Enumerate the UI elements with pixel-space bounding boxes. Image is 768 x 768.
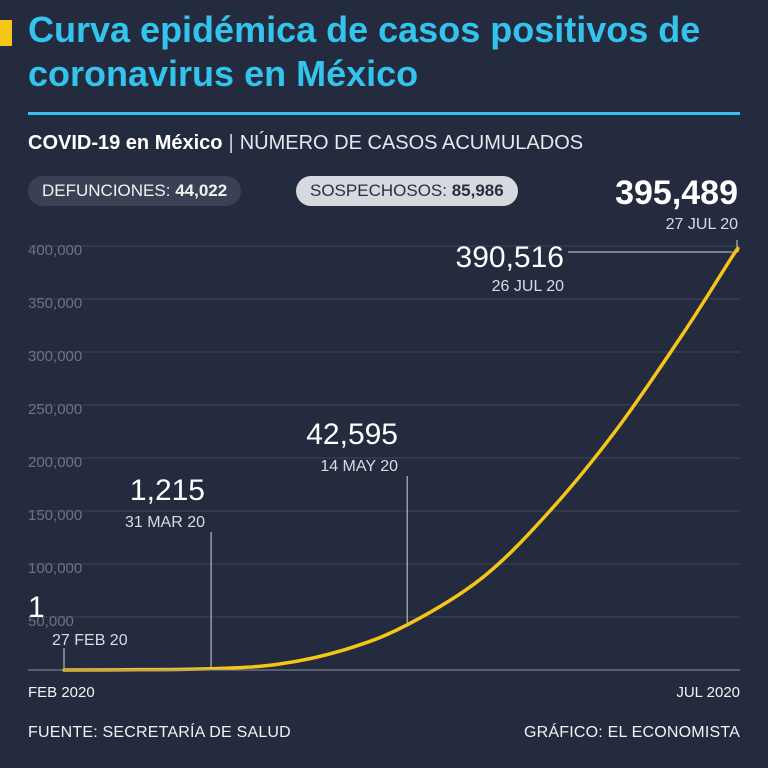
title-divider (28, 112, 740, 115)
footer-credit: GRÁFICO: EL ECONOMISTA (524, 724, 740, 741)
y-tick-layer: 50,000 100,000 150,000 200,000 250,000 300,00… (28, 242, 82, 630)
title-accent-bar (0, 20, 12, 46)
annotation-value: 1,215 (130, 474, 205, 507)
series-line-cases (62, 246, 740, 672)
y-tick-label: 250,000 (28, 401, 82, 418)
y-tick-label: 150,000 (28, 507, 82, 524)
annotation-date: 31 MAR 20 (125, 514, 205, 531)
annotation-value: 42,595 (306, 418, 398, 451)
subtitle-measure: NÚMERO DE CASOS ACUMULADOS (239, 132, 584, 154)
chart-subtitle: COVID-19 en México | NÚMERO DE CASOS ACUMU… (28, 132, 583, 155)
suspected-badge: SOSPECHOSOS: 85,986 (296, 176, 518, 206)
subtitle-separator: | (228, 132, 234, 154)
deaths-label: DEFUNCIONES: (42, 181, 171, 200)
y-tick-label: 300,000 (28, 348, 82, 365)
suspected-label: SOSPECHOSOS: (310, 181, 447, 200)
annotation-value: 390,516 (456, 241, 564, 274)
annotation-value: 1 (28, 591, 45, 624)
annotation-leaders (63, 240, 738, 670)
x-tick-label-end: JUL 2020 (676, 684, 740, 701)
y-tick-label: 350,000 (28, 295, 82, 312)
y-tick-label: 200,000 (28, 454, 82, 471)
grid-layer (28, 245, 740, 618)
y-tick-label: 400,000 (28, 242, 82, 259)
x-tick-label-start: FEB 2020 (28, 684, 95, 701)
annotation-date: 27 FEB 20 (52, 632, 128, 649)
y-tick-label: 50,000 (28, 613, 74, 630)
deaths-value: 44,022 (175, 181, 228, 200)
suspected-value: 85,986 (451, 181, 504, 200)
latest-total-value: 395,489 (615, 174, 738, 212)
latest-total-date: 27 JUL 20 (665, 216, 738, 233)
annotation-date: 26 JUL 20 (492, 278, 564, 295)
footer-source: FUENTE: SECRETARÍA DE SALUD (28, 724, 291, 741)
chart-title: Curva epidémica de casos positivos de co… (28, 9, 701, 94)
subtitle-brand: COVID-19 en México (28, 132, 223, 154)
y-tick-label: 100,000 (28, 560, 82, 577)
deaths-badge: DEFUNCIONES: 44,022 (28, 176, 242, 206)
annotation-labels: 1 27 FEB 20 1,215 31 MAR 20 42,595 14 MAY 20 3… (28, 241, 564, 649)
annotation-date: 14 MAY 20 (320, 458, 398, 475)
